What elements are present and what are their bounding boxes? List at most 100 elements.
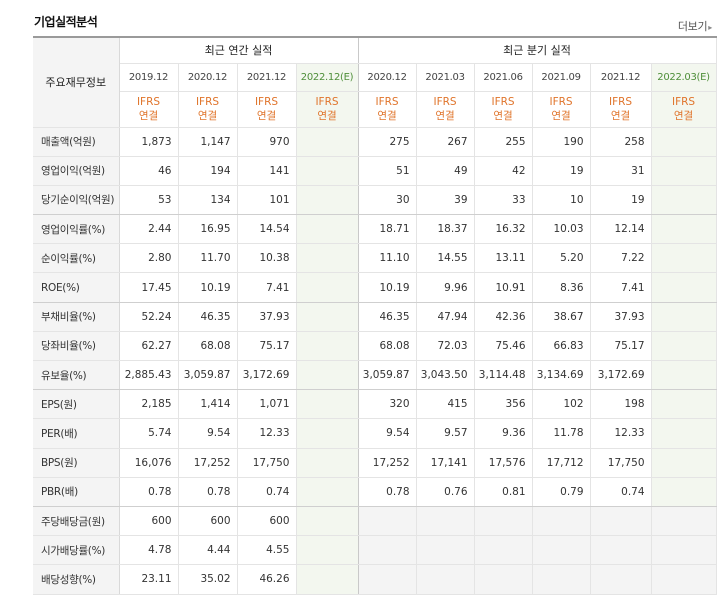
quarter-value-cell: 19 (532, 156, 591, 186)
basis-consolidation: 연결 (317, 110, 337, 122)
quarter-value-cell: 30 (358, 185, 417, 216)
quarter-value-cell: 267 (416, 127, 475, 157)
row-header: 주요재무정보 (33, 37, 120, 128)
basis-consolidation: 연결 (138, 110, 159, 122)
empty-cell (590, 564, 652, 595)
accounting-basis-header: IFRS 연결 (474, 91, 533, 128)
annual-value-cell (296, 418, 359, 449)
annual-value-cell: 4.55 (237, 535, 297, 566)
more-link[interactable]: 더보기▸ (678, 18, 712, 34)
accounting-basis-header: IFRS 연결 (651, 91, 717, 128)
table-row: 당좌비율(%) 62.27 68.08 75.17 68.08 72.03 75.46 66.… (33, 331, 717, 362)
quarter-value-cell: 19 (590, 185, 652, 216)
row-label: 부채비율(%) (33, 302, 120, 332)
table-row: 당기순이익(억원) 53 134 101 30 39 33 10 19 (33, 185, 717, 216)
group-annual-header: 최근 연간 실적 (119, 37, 359, 64)
quarter-value-cell: 37.93 (590, 302, 652, 332)
quarter-value-cell: 42.36 (474, 302, 533, 332)
more-label[interactable]: 더보기 (677, 20, 708, 33)
annual-value-cell: 600 (237, 506, 297, 537)
annual-value-cell (296, 389, 359, 420)
table-row: EPS(원) 2,185 1,414 1,071 320 415 356 102 198 (33, 389, 717, 420)
annual-value-cell: 5.74 (119, 418, 179, 449)
annual-value-cell: 52.24 (119, 302, 179, 332)
annual-value-cell: 600 (178, 506, 238, 537)
quarter-value-cell: 415 (416, 389, 475, 420)
row-label: BPS(원) (33, 448, 120, 478)
annual-value-cell: 1,147 (178, 127, 238, 157)
quarter-value-cell: 10.03 (532, 214, 591, 245)
basis-standard: IFRS (136, 96, 161, 108)
quarter-value-cell (651, 418, 717, 449)
empty-cell (532, 564, 591, 595)
quarter-value-cell: 9.57 (416, 418, 475, 449)
annual-value-cell (296, 331, 359, 362)
empty-cell (590, 506, 652, 537)
quarter-value-cell (651, 156, 717, 186)
quarter-value-cell: 46.35 (358, 302, 417, 332)
empty-cell (416, 506, 475, 537)
table-row: BPS(원) 16,076 17,252 17,750 17,252 17,141 17,5… (33, 448, 717, 478)
quarter-value-cell: 11.10 (358, 243, 417, 274)
annual-value-cell: 4.78 (119, 535, 179, 566)
annual-value-cell (296, 506, 359, 537)
annual-value-cell (296, 185, 359, 216)
quarter-value-cell: 38.67 (532, 302, 591, 332)
empty-cell (474, 506, 533, 537)
quarter-period-header: 2021.06 (474, 63, 533, 92)
quarter-value-cell: 16.32 (474, 214, 533, 245)
table-row: 매출액(억원) 1,873 1,147 970 275 267 255 190 258 (33, 127, 717, 157)
quarter-value-cell: 0.74 (590, 477, 652, 507)
annual-value-cell: 3,172.69 (237, 360, 297, 391)
annual-value-cell: 35.02 (178, 564, 238, 595)
annual-value-cell (296, 564, 359, 595)
basis-consolidation: 연결 (435, 110, 455, 122)
quarter-period-header: 2020.12 (358, 63, 417, 92)
table-row: 배당성향(%) 23.11 35.02 46.26 (33, 564, 717, 595)
annual-value-cell: 46.26 (237, 564, 297, 595)
quarter-value-cell: 12.14 (590, 214, 652, 245)
annual-value-cell: 68.08 (178, 331, 238, 362)
table-row: 부채비율(%) 52.24 46.35 37.93 46.35 47.94 42.36 38.… (33, 302, 717, 332)
basis-standard: IFRS (549, 96, 573, 108)
empty-cell (416, 535, 475, 566)
accounting-basis-header: IFRS 연결 (532, 91, 591, 128)
quarter-value-cell: 75.46 (474, 331, 533, 362)
annual-value-cell: 2,885.43 (119, 360, 179, 391)
basis-standard: IFRS (608, 96, 633, 108)
annual-value-cell (296, 477, 359, 507)
annual-value-cell: 7.41 (237, 272, 297, 303)
quarter-value-cell (651, 302, 717, 332)
group-quarter-header: 최근 분기 실적 (358, 37, 717, 64)
basis-standard: IFRS (671, 96, 696, 108)
quarter-value-cell: 42 (474, 156, 533, 186)
annual-value-cell: 2,185 (119, 389, 179, 420)
annual-period-header: 2019.12 (119, 63, 179, 92)
quarter-value-cell: 49 (416, 156, 475, 186)
quarter-value-cell: 33 (474, 185, 533, 216)
annual-value-cell: 14.54 (237, 214, 297, 245)
accounting-basis-header: IFRS 연결 (296, 91, 359, 128)
empty-cell (416, 564, 475, 595)
row-label: 순이익률(%) (33, 243, 120, 274)
quarter-value-cell (651, 360, 717, 391)
quarter-value-cell: 0.76 (416, 477, 475, 507)
basis-consolidation: 연결 (377, 110, 397, 122)
annual-value-cell: 600 (119, 506, 179, 537)
quarter-value-cell: 5.20 (532, 243, 591, 274)
quarter-value-cell: 3,043.50 (416, 360, 475, 391)
quarter-value-cell: 17,141 (416, 448, 475, 478)
basis-standard: IFRS (195, 96, 220, 108)
annual-value-cell (296, 535, 359, 566)
quarter-value-cell: 7.41 (590, 272, 652, 303)
annual-value-cell (296, 272, 359, 303)
quarter-period-header: 2021.09 (532, 63, 591, 92)
annual-value-cell (296, 127, 359, 157)
quarter-value-cell: 66.83 (532, 331, 591, 362)
annual-value-cell (296, 243, 359, 274)
quarter-value-cell: 356 (474, 389, 533, 420)
annual-value-cell: 1,414 (178, 389, 238, 420)
row-label: 매출액(억원) (33, 127, 120, 157)
quarter-value-cell (651, 243, 717, 274)
quarter-value-cell: 68.08 (358, 331, 417, 362)
